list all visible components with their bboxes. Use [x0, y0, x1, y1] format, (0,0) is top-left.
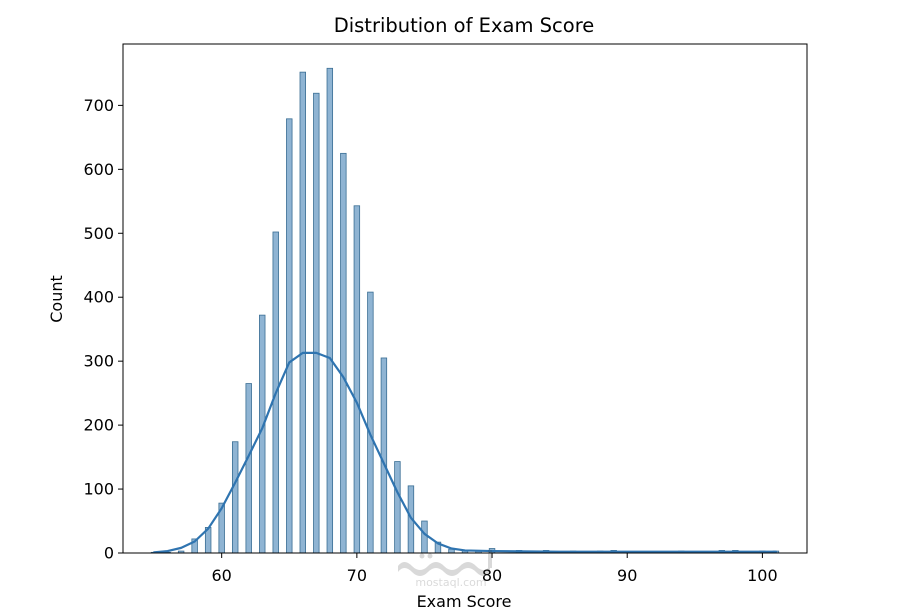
- y-tick-label: 100: [83, 480, 114, 499]
- y-tick-label: 300: [83, 352, 114, 371]
- y-axis-ticks: 0 100 200 300 400 500 600 700: [83, 96, 123, 563]
- x-tick-label: 100: [747, 566, 778, 585]
- x-tick-label: 70: [347, 566, 367, 585]
- x-axis-label: Exam Score: [417, 592, 512, 611]
- y-tick-label: 700: [83, 96, 114, 115]
- histogram-bar: [340, 152, 347, 554]
- histogram-bar: [245, 383, 252, 554]
- y-tick-label: 600: [83, 160, 114, 179]
- chart-title: Distribution of Exam Score: [334, 14, 595, 37]
- histogram-bar: [421, 520, 428, 554]
- x-tick-label: 90: [617, 566, 637, 585]
- y-tick-label: 200: [83, 416, 114, 435]
- x-tick-label: 80: [482, 566, 502, 585]
- histogram-bar: [299, 71, 306, 554]
- y-tick-label: 400: [83, 288, 114, 307]
- x-axis-ticks: 60 70 80 90 100: [212, 553, 778, 585]
- y-tick-label: 500: [83, 224, 114, 243]
- kde-curve: [152, 351, 778, 554]
- histogram-bar: [380, 357, 388, 554]
- histogram-bar: [326, 67, 334, 554]
- histogram-bar: [367, 291, 374, 554]
- histogram-bar: [353, 205, 361, 554]
- kde-group: [152, 351, 778, 554]
- x-tick-label: 60: [212, 566, 232, 585]
- histogram-bar: [231, 441, 239, 554]
- bars-group: [150, 67, 780, 554]
- y-axis-label: Count: [47, 275, 66, 323]
- plot-frame: [122, 43, 808, 554]
- histogram-bar: [394, 461, 401, 554]
- histogram-bar: [313, 92, 320, 554]
- histogram-bar: [286, 118, 293, 554]
- y-tick-label: 0: [104, 544, 114, 563]
